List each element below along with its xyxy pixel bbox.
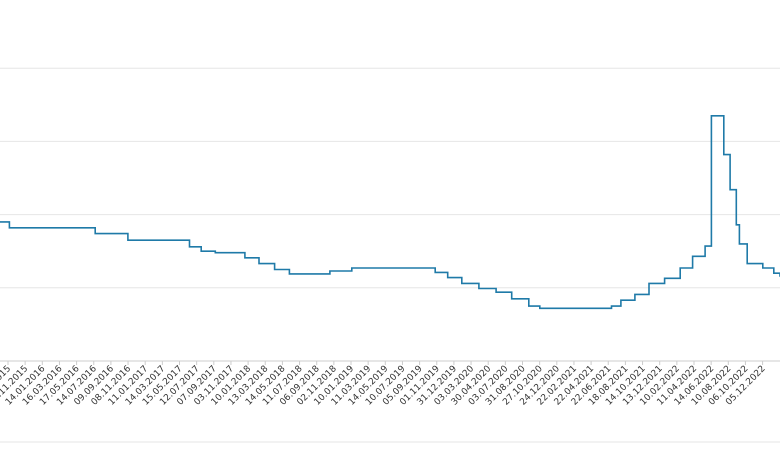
grid-lines	[0, 67, 780, 443]
series-line	[0, 115, 780, 310]
series-layer	[0, 115, 780, 310]
x-tick-labels: 11.09.201511.11.201514.01.201616.03.2016…	[0, 364, 768, 408]
x-axis	[0, 360, 780, 365]
